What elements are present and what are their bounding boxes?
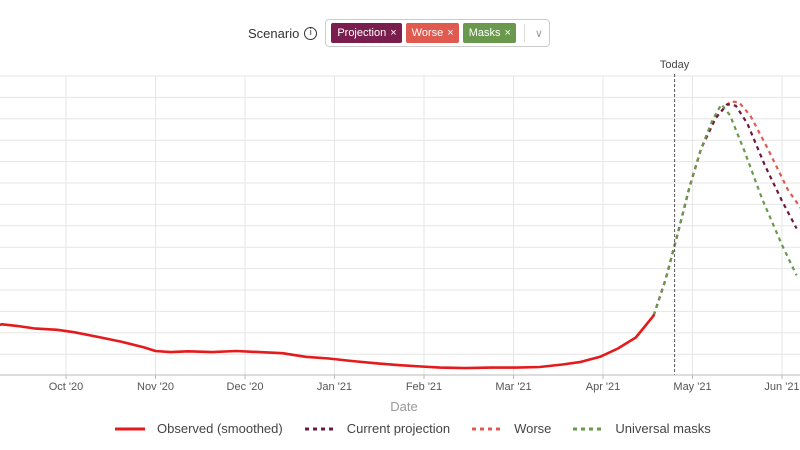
legend-label: Universal masks [615, 421, 711, 436]
x-tick-label: Oct '20 [49, 381, 84, 393]
x-tick-label: Dec '20 [227, 381, 264, 393]
legend-swatch [304, 427, 335, 430]
x-tick-label: Jun '21 [764, 381, 799, 393]
legend-item-current-projection[interactable]: Current projection [304, 421, 451, 436]
legend-item-universal-masks[interactable]: Universal masks [573, 421, 711, 436]
x-tick-label: Jan '21 [317, 381, 352, 393]
legend-swatch [573, 427, 604, 430]
legend-item-worse[interactable]: Worse [472, 421, 551, 436]
scenario-select[interactable]: Projection × Worse × Masks × ∨ [325, 19, 550, 47]
grid [0, 75, 800, 375]
chevron-down-icon[interactable]: ∨ [534, 26, 543, 40]
series-current-projection [652, 103, 798, 316]
remove-icon[interactable]: × [447, 27, 454, 39]
x-tick-label: Feb '21 [406, 381, 442, 393]
annotation-group: Today [660, 59, 690, 375]
series-universal-masks [652, 103, 798, 316]
info-icon[interactable]: i [304, 26, 318, 40]
remove-icon[interactable]: × [504, 27, 511, 39]
select-divider [523, 24, 525, 42]
legend-label: Current projection [346, 421, 451, 436]
chip-worse[interactable]: Worse × [405, 23, 459, 43]
x-axis-label: Date [390, 399, 417, 414]
legend-swatch [115, 427, 145, 430]
chip-label: Worse [411, 27, 444, 39]
legend-swatch [472, 427, 503, 430]
x-axis: Oct '20 Nov '20 Dec '20 Jan '21 Feb '21 Mar '… [0, 374, 800, 393]
remove-icon[interactable]: × [390, 27, 397, 39]
x-tick-label: Apr '21 [586, 381, 621, 393]
chip-label: Projection [337, 27, 387, 39]
chip-projection[interactable]: Projection × [331, 23, 402, 43]
line-chart: Today Oct '20 Nov '20 Dec '20 Jan '21 Feb '2… [0, 59, 800, 414]
series-observed [0, 314, 655, 370]
x-tick-label: Nov '20 [137, 381, 174, 393]
x-tick-label: Mar '21 [495, 381, 531, 393]
legend-label: Worse [514, 421, 552, 436]
scenario-filter: Scenario i Projection × Worse × Masks × … [248, 19, 550, 47]
scenario-label: Scenario [248, 25, 300, 41]
series-worse [652, 100, 800, 316]
x-tick-label: May '21 [673, 381, 711, 393]
series-group [0, 100, 800, 370]
legend-item-observed[interactable]: Observed (smoothed) [115, 421, 283, 436]
today-label: Today [660, 59, 690, 71]
legend-label: Observed (smoothed) [157, 421, 283, 436]
legend: Observed (smoothed) Current projection Wor… [115, 421, 733, 436]
chip-label: Masks [468, 27, 501, 39]
chip-masks[interactable]: Masks × [462, 23, 516, 43]
